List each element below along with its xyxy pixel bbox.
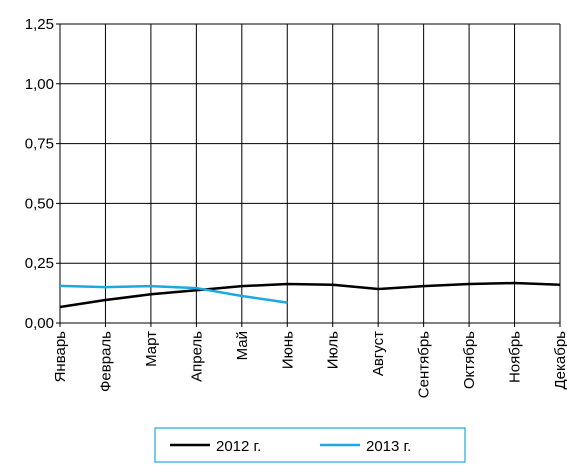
x-tick-label: Январь [52, 331, 69, 383]
y-tick-label: 0,50 [25, 195, 54, 212]
legend-label: 2012 г. [216, 438, 261, 455]
x-tick-label: Июль [325, 331, 342, 369]
legend-label: 2013 г. [366, 438, 411, 455]
x-tick-label: Июнь [279, 331, 296, 369]
y-tick-label: 0,25 [25, 255, 54, 272]
x-tick-label: Декабрь [552, 331, 567, 390]
series-line [59, 284, 288, 304]
x-tick-label: Август [370, 331, 387, 376]
y-tick-label: 0,00 [25, 315, 54, 332]
x-tick-label: Апрель [188, 331, 205, 382]
x-tick-label: Октябрь [461, 331, 478, 389]
y-tick-label: 0,75 [25, 136, 54, 153]
y-tick-label: 1,25 [25, 16, 54, 33]
series-line [59, 281, 561, 309]
x-tick-label: Май [234, 331, 251, 360]
y-tick-label: 1,00 [25, 76, 54, 93]
x-tick-label: Март [143, 331, 160, 367]
x-tick-label: Сентябрь [416, 331, 433, 398]
x-tick-label: Февраль [97, 331, 114, 392]
x-tick-label: Ноябрь [507, 331, 524, 383]
